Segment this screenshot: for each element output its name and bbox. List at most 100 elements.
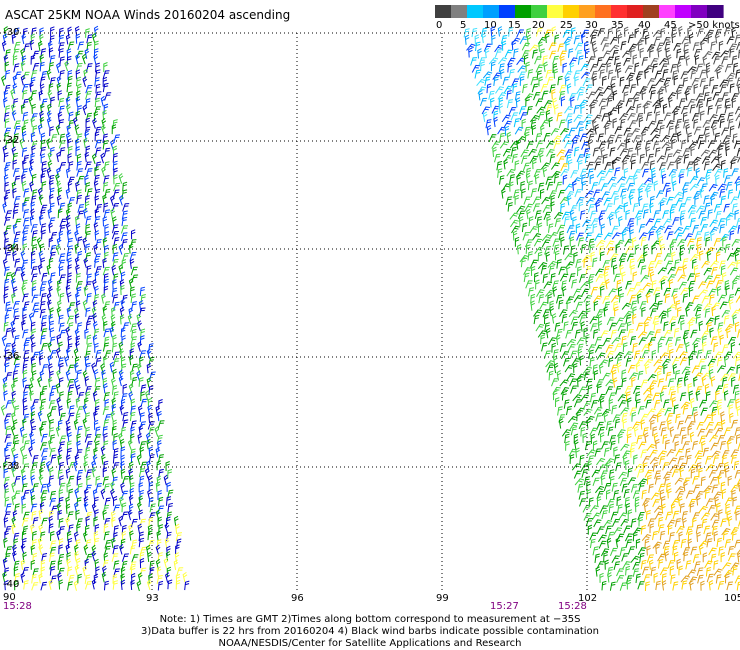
wind-barb — [585, 334, 590, 345]
wind-barb — [705, 247, 715, 255]
wind-barb — [632, 54, 638, 65]
wind-barb — [688, 210, 696, 219]
wind-barb — [688, 464, 698, 472]
wind-barb — [580, 103, 585, 114]
wind-barb — [612, 414, 621, 423]
wind-barb — [490, 26, 496, 37]
wind-barb — [573, 114, 583, 123]
wind-barb — [38, 214, 44, 226]
wind-barb — [482, 71, 493, 79]
wind-barb — [628, 189, 636, 198]
wind-barb — [599, 69, 605, 79]
wind-barb — [556, 259, 562, 269]
wind-barb — [75, 300, 81, 311]
wind-barb — [560, 387, 570, 395]
wind-barb — [112, 439, 118, 451]
wind-barb — [577, 91, 584, 101]
wind-barb — [663, 545, 670, 556]
wind-barb — [59, 412, 66, 422]
wind-barb — [512, 230, 518, 241]
wind-barb — [599, 572, 604, 583]
wind-barb — [50, 385, 57, 395]
wind-barb — [29, 390, 34, 401]
wind-barb — [85, 145, 91, 156]
wind-barb — [527, 251, 533, 261]
wind-barb — [47, 341, 53, 353]
wind-barb — [23, 341, 30, 352]
wind-barb — [716, 365, 726, 373]
wind-barb — [730, 562, 740, 570]
wind-barb — [584, 190, 595, 198]
wind-barb — [509, 212, 519, 220]
wind-barb — [129, 482, 135, 493]
wind-barb — [562, 174, 568, 185]
wind-barb — [664, 407, 673, 416]
wind-barb — [656, 120, 664, 129]
footnotes: Note: 1) Times are GMT 2)Times along bot… — [0, 614, 740, 650]
wind-barb — [58, 405, 63, 416]
wind-barb — [610, 329, 617, 339]
wind-barb — [82, 417, 88, 429]
wind-barb — [484, 47, 490, 59]
wind-barb — [23, 440, 30, 450]
wind-barb — [567, 416, 578, 424]
wind-barb — [119, 544, 124, 555]
wind-barb — [698, 505, 708, 514]
wind-barb — [21, 147, 28, 157]
wind-barb — [32, 173, 37, 184]
wind-barb — [498, 102, 504, 114]
wind-barb — [723, 203, 730, 213]
wind-barb — [650, 134, 661, 142]
wind-barb — [679, 210, 686, 220]
wind-barb — [625, 280, 633, 290]
wind-barb — [678, 203, 686, 212]
wind-barb — [715, 385, 724, 394]
wind-barb — [680, 139, 687, 150]
wind-barb — [734, 251, 740, 262]
wind-barb — [608, 357, 614, 367]
wind-barb — [67, 70, 73, 80]
wind-barb — [546, 104, 553, 114]
wind-barb — [663, 399, 670, 409]
wind-barb — [541, 234, 552, 242]
wind-barb — [30, 321, 36, 332]
wind-barb — [553, 104, 559, 115]
wind-barb — [574, 189, 582, 198]
wind-barb — [696, 349, 703, 359]
wind-barb — [85, 386, 92, 395]
wind-barb — [94, 208, 100, 219]
wind-barb — [631, 313, 637, 324]
wind-barb — [666, 413, 674, 422]
wind-barb — [588, 133, 595, 143]
wind-barb — [570, 96, 575, 107]
wind-barb — [39, 531, 46, 541]
wind-barb — [13, 453, 19, 464]
wind-barb — [103, 202, 109, 213]
wind-barb — [543, 61, 548, 72]
wind-barb — [571, 358, 581, 366]
wind-barb — [4, 278, 10, 289]
wind-barb — [121, 259, 127, 269]
wind-barb — [619, 546, 626, 556]
wind-barb — [20, 74, 26, 86]
wind-barb — [662, 540, 670, 549]
wind-barb — [112, 462, 120, 471]
wind-barb — [659, 124, 665, 135]
wind-barb — [691, 113, 700, 122]
wind-barb — [549, 84, 556, 94]
wind-barb-map — [0, 25, 740, 592]
wind-barb — [22, 230, 29, 240]
wind-barb — [173, 559, 179, 570]
wind-barb — [11, 292, 16, 304]
wind-barb — [599, 397, 605, 408]
wind-barb — [75, 76, 82, 87]
wind-barb — [676, 131, 682, 142]
wind-barb — [93, 294, 100, 304]
wind-barb — [122, 383, 128, 394]
wind-barb — [704, 489, 710, 499]
wind-barb — [21, 168, 28, 178]
wind-barb — [583, 257, 589, 268]
wind-barb — [39, 54, 45, 65]
wind-barb — [129, 369, 135, 381]
colorbar-cell — [515, 5, 532, 18]
